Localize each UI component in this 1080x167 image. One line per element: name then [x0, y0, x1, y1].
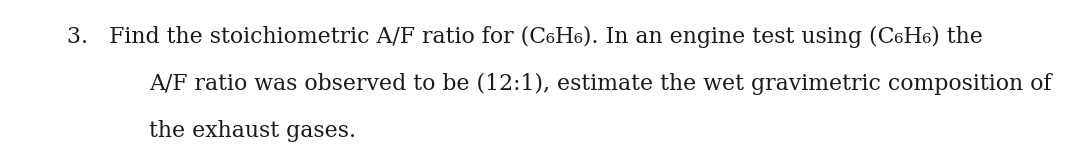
Text: A/F ratio was observed to be (12:1), estimate the wet gravimetric composition of: A/F ratio was observed to be (12:1), est… — [149, 73, 1052, 95]
Text: the exhaust gases.: the exhaust gases. — [149, 120, 356, 142]
Text: 3.   Find the stoichiometric A/F ratio for (C₆H₆). In an engine test using (C₆H₆: 3. Find the stoichiometric A/F ratio for… — [67, 26, 983, 48]
